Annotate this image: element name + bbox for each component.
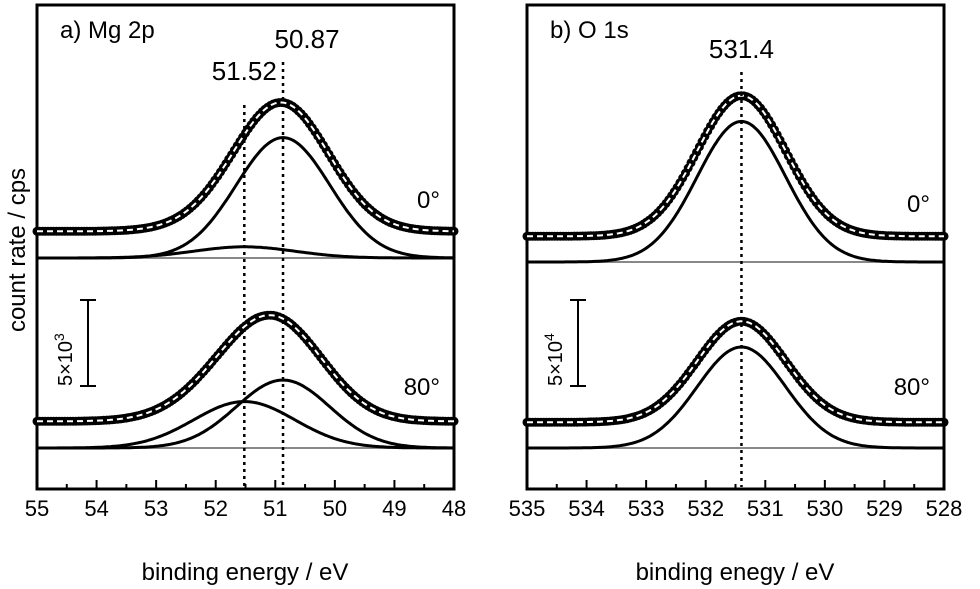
x-tick-label: 52: [203, 496, 227, 521]
panel-b-scale-bar-label: 5×104: [541, 333, 567, 386]
y-axis-label: count rate / cps: [4, 168, 31, 332]
x-tick-label: 51: [263, 496, 287, 521]
angle-label: 80°: [404, 374, 440, 401]
x-tick-label: 53: [144, 496, 168, 521]
angle-label: 0°: [907, 191, 930, 218]
panel-mg-2p: a) Mg 2p 55 54 53 52 51 50 49 48 0° 80° 51.5250.…: [25, 3, 466, 586]
panel-b-plot-area: 0° 80°: [522, 91, 949, 450]
angle-label: 0°: [417, 187, 440, 214]
x-tick-label: 55: [25, 496, 49, 521]
peak-position-label: 50.87: [274, 24, 339, 54]
fit-envelope: [37, 314, 454, 423]
x-tick-label: 54: [84, 496, 108, 521]
fit-envelope: [527, 94, 944, 238]
fit-envelope: [527, 320, 944, 424]
data-point: [939, 417, 949, 427]
panel-b-x-axis-label: binding enegy / eV: [636, 559, 835, 586]
x-tick-label: 533: [628, 496, 665, 521]
panel-a-plot-area: 0° 80°: [32, 98, 459, 450]
panel-a-scale-bar-label: 5×103: [51, 333, 77, 386]
x-tick-label: 531: [747, 496, 784, 521]
panel-b-markers: 531.4: [709, 34, 774, 487]
fit-envelope: [37, 101, 454, 233]
panel-b-scale-bar: 5×104: [541, 299, 586, 387]
panel-o-1s: b) O 1s 535 534 533 532 531 530 529 528 0° 80° 5…: [509, 3, 963, 586]
component-peak: [527, 119, 944, 264]
panel-a-x-ticks: 55 54 53 52 51 50 49 48: [25, 480, 466, 521]
x-tick-label: 49: [382, 496, 406, 521]
panel-b-x-ticks: 535 534 533 532 531 530 529 528: [509, 480, 963, 521]
x-tick-label: 534: [568, 496, 605, 521]
peak-position-label: 51.52: [212, 56, 277, 86]
panel-b-frame: [525, 3, 946, 491]
x-tick-label: 535: [509, 496, 546, 521]
angle-label: 80°: [894, 374, 930, 401]
panel-a-x-axis-label: binding energy / eV: [142, 559, 349, 586]
panel-a-scale-bar: 5×103: [51, 299, 96, 387]
panel-b-label: b) O 1s: [550, 17, 629, 44]
x-tick-label: 50: [323, 496, 347, 521]
panel-a-label: a) Mg 2p: [60, 17, 155, 44]
peak-position-label: 531.4: [709, 34, 774, 64]
x-tick-label: 532: [687, 496, 724, 521]
x-tick-label: 530: [806, 496, 843, 521]
x-tick-label: 529: [866, 496, 903, 521]
component-peak: [527, 345, 944, 450]
x-tick-label: 528: [926, 496, 963, 521]
x-tick-label: 48: [442, 496, 466, 521]
